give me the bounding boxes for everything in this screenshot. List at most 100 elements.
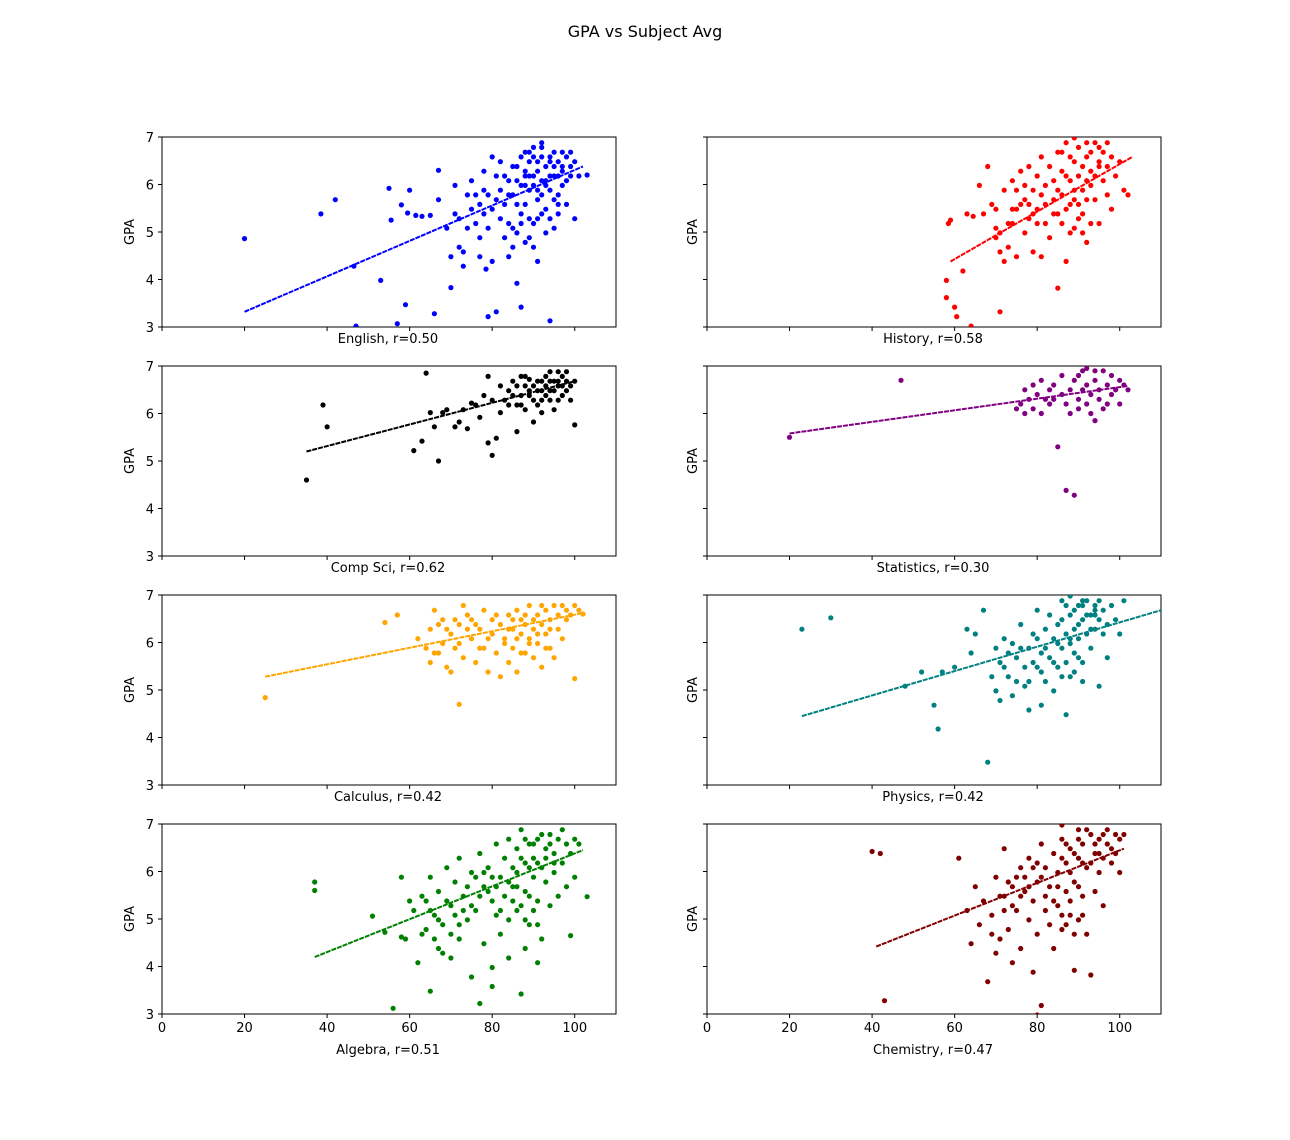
physics-point-20 [1018, 621, 1024, 628]
chemistry-point-19 [1018, 865, 1024, 871]
english-point-49 [514, 178, 520, 184]
calculus-point-68 [535, 631, 541, 637]
history-point-33 [1038, 254, 1044, 260]
comp-sci-point-5 [423, 370, 429, 376]
history-point-28 [1026, 163, 1032, 170]
comp-sci-plot-area [303, 369, 578, 483]
history-point-32 [1034, 206, 1040, 212]
algebra-point-72 [563, 884, 570, 890]
comp-sci-point-73 [563, 369, 570, 375]
physics-point-39 [1063, 631, 1069, 637]
english-point-41 [497, 159, 503, 165]
calculus-point-65 [522, 612, 528, 618]
history-point-96 [1034, 220, 1040, 227]
chemistry-point-88 [1042, 893, 1048, 899]
statistics-point-5 [1022, 387, 1028, 393]
history-point-85 [1055, 187, 1061, 193]
calculus-point-88 [431, 650, 437, 656]
english-point-51 [514, 280, 520, 286]
chemistry-point-35 [1051, 945, 1057, 952]
physics-point-16 [1001, 636, 1007, 642]
english-point-98 [514, 163, 520, 170]
history-point-16 [997, 249, 1003, 255]
english-fit-line [244, 165, 584, 313]
algebra-point-9 [411, 907, 417, 914]
chemistry-point-2 [881, 998, 888, 1004]
history-point-70 [1113, 173, 1119, 179]
english-point-36 [485, 225, 491, 231]
history-point-6 [960, 268, 966, 274]
calculus-point-39 [526, 602, 532, 609]
history-point-26 [1022, 230, 1028, 236]
english-point-31 [477, 235, 483, 241]
english-point-136 [539, 140, 545, 146]
english-point-85 [522, 149, 528, 155]
english-ytick-label-3: 6 [146, 179, 154, 194]
comp-sci-point-40 [535, 402, 541, 408]
physics-point-55 [1096, 617, 1102, 623]
algebra-plot-area [312, 827, 590, 1011]
chemistry-point-22 [1026, 917, 1032, 923]
chemistry-point-8 [980, 898, 987, 904]
physics-axes-frame [706, 594, 1162, 786]
algebra-point-35 [489, 898, 495, 904]
statistics-point-3 [1018, 401, 1024, 407]
english-point-21 [448, 285, 454, 291]
statistics-point-38 [1100, 368, 1106, 374]
physics-point-24 [1030, 631, 1036, 637]
comp-sci-point-33 [522, 383, 528, 389]
calculus-point-16 [468, 636, 475, 642]
physics-point-37 [1059, 598, 1065, 604]
algebra-point-64 [547, 903, 553, 909]
history-point-5 [954, 314, 960, 320]
subplot-comp-sci: 3 4 5 6 7 GPA Comp Sci, r=0.62 [123, 360, 617, 576]
comp-sci-point-4 [419, 438, 425, 444]
comp-sci-point-14 [464, 426, 470, 432]
physics-point-15 [997, 659, 1003, 666]
statistics-point-48 [1125, 387, 1131, 393]
english-point-100 [522, 201, 528, 207]
chemistry-point-43 [1067, 846, 1073, 852]
statistics-point-23 [1067, 410, 1073, 417]
algebra-point-28 [468, 974, 475, 980]
english-point-78 [563, 178, 570, 184]
history-point-21 [1009, 178, 1016, 184]
chemistry-point-25 [1030, 969, 1036, 975]
english-point-129 [481, 211, 487, 217]
physics-point-38 [1059, 645, 1065, 651]
calculus-point-20 [481, 607, 487, 613]
history-point-88 [1067, 230, 1073, 236]
history-point-44 [1059, 168, 1065, 174]
calculus-point-29 [506, 659, 512, 666]
history-point-48 [1067, 178, 1073, 184]
calculus-point-14 [460, 655, 466, 661]
statistics-point-49 [1075, 372, 1082, 379]
physics-point-44 [1071, 650, 1077, 656]
english-point-66 [543, 206, 549, 212]
physics-point-12 [985, 759, 991, 765]
english-point-94 [559, 163, 565, 170]
chemistry-point-80 [1051, 898, 1057, 904]
comp-sci-point-24 [497, 383, 503, 389]
statistics-point-8 [1030, 406, 1036, 412]
calculus-point-11 [452, 645, 458, 651]
chemistry-point-10 [989, 912, 995, 918]
physics-point-27 [1038, 650, 1044, 656]
statistics-point-33 [1088, 410, 1094, 417]
chemistry-point-37 [1055, 903, 1061, 909]
history-point-17 [997, 309, 1003, 315]
comp-sci-ytick-label-2: 5 [146, 455, 154, 470]
algebra-point-53 [526, 841, 532, 847]
statistics-point-29 [1080, 387, 1086, 393]
chemistry-point-94 [1018, 893, 1024, 899]
english-point-35 [485, 314, 491, 320]
english-point-113 [510, 244, 516, 250]
history-point-36 [1042, 182, 1048, 188]
algebra-point-58 [535, 898, 541, 904]
chemistry-point-40 [1063, 888, 1069, 895]
history-point-53 [1075, 144, 1082, 150]
chemistry-point-32 [1047, 922, 1053, 928]
english-point-82 [572, 216, 578, 222]
physics-point-80 [1071, 669, 1077, 675]
physics-point-4 [931, 702, 937, 708]
